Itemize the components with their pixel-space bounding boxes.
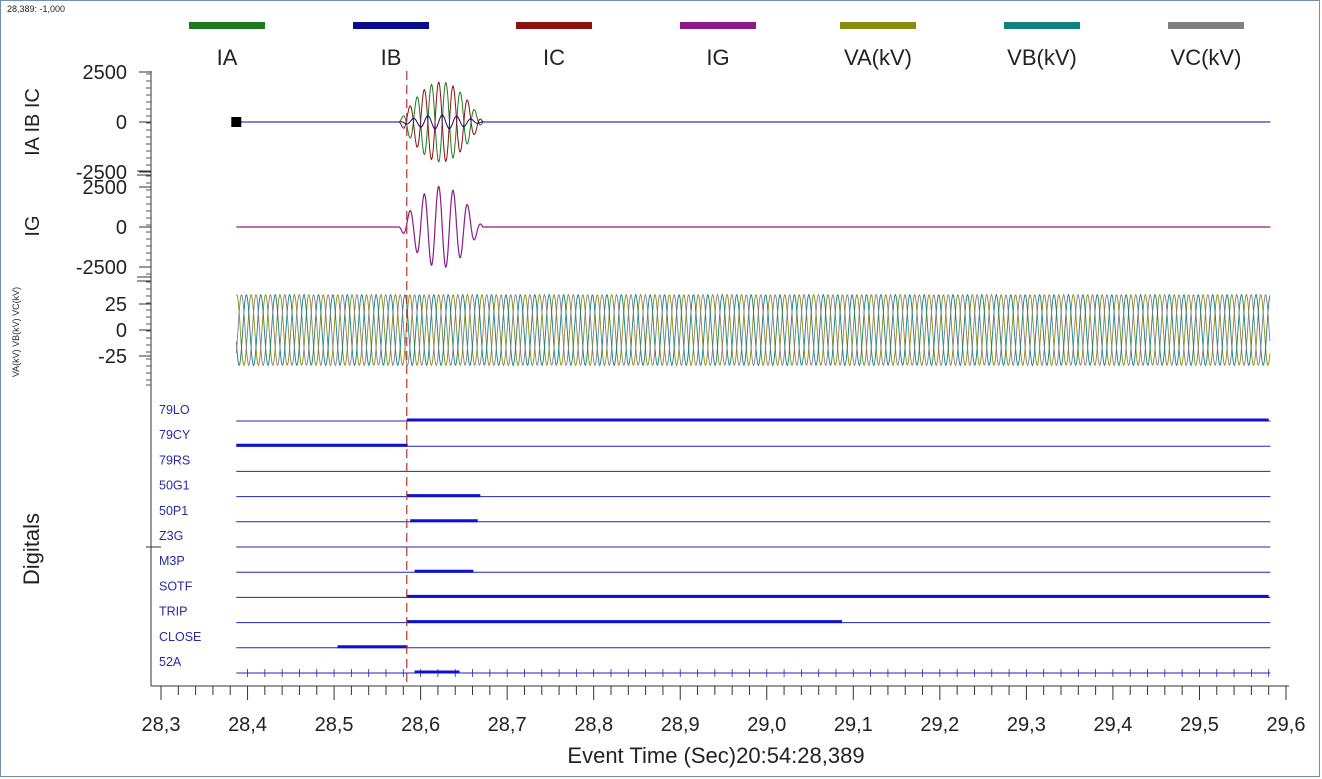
digital-label-79RS: 79RS — [159, 453, 190, 467]
legend-swatch-5 — [1004, 22, 1080, 29]
digital-label-CLOSE: CLOSE — [159, 630, 201, 644]
x-tick-label: 29,0 — [747, 714, 786, 736]
digital-label-50G1: 50G1 — [159, 479, 190, 493]
digital-label-50P1: 50P1 — [159, 504, 188, 518]
digitals: 79LO 79CY 79RS 50G1 50P1 Z3G M3P SOTF TRIP CLOSE 5… — [159, 403, 1271, 677]
x-tick-label: 28,5 — [315, 714, 354, 736]
cursor-readout: 28,389: -1,000 — [7, 4, 66, 14]
x-tick-label: 29,1 — [834, 714, 873, 736]
x-tick-label: 28,3 — [142, 714, 181, 736]
traces — [231, 81, 1271, 367]
x-tick-label: 28,9 — [661, 714, 700, 736]
y-tick-label: 0 — [116, 217, 127, 239]
legend-swatch-3 — [680, 22, 756, 29]
trace-IB — [236, 114, 1271, 130]
digital-label-SOTF: SOTF — [159, 579, 193, 593]
x-tick-label: 28,4 — [228, 714, 267, 736]
panel-ylabel-1: IG — [22, 215, 44, 236]
y-tick-label: 2500 — [83, 62, 128, 84]
x-tick-label: 28,6 — [401, 714, 440, 736]
y-tick-label: -2500 — [76, 257, 127, 279]
y-tick-label: 0 — [116, 320, 127, 342]
x-tick-label: 28,8 — [574, 714, 613, 736]
trace-VBkV — [235, 293, 1271, 367]
legend: IA IB IC IG VA(kV) VB(kV) VC(kV) — [189, 22, 1244, 70]
digitals-ylabel: Digitals — [19, 513, 44, 585]
panel-ylabel-2: VA(kV) VB(kV) VC(kV) — [11, 287, 21, 377]
y-tick-label: 0 — [116, 112, 127, 134]
y-tick-label: -2500 — [76, 162, 127, 184]
digital-label-52A: 52A — [159, 655, 182, 669]
digital-label-79CY: 79CY — [159, 428, 191, 442]
x-axis: 28,3 28,4 28,5 28,6 28,7 28,8 28,9 29,0 29,1 29,2… — [142, 686, 1306, 768]
digital-label-Z3G: Z3G — [159, 529, 183, 543]
legend-label-4: VA(kV) — [844, 45, 912, 70]
legend-swatch-2 — [516, 22, 592, 29]
legend-swatch-1 — [353, 22, 429, 29]
y-tick-label: -25 — [98, 346, 127, 368]
y-tick-label: 2500 — [83, 177, 128, 199]
x-axis-label: Event Time (Sec)20:54:28,389 — [567, 743, 864, 768]
panel-labels: IA IB IC IG VA(kV) VB(kV) VC(kV) Digitals — [11, 88, 44, 585]
legend-label-0: IA — [217, 45, 238, 70]
panel-ylabel-0: IA IB IC — [22, 88, 44, 156]
y-tick-label: 25 — [105, 294, 127, 316]
legend-swatch-6 — [1168, 22, 1244, 29]
digital-label-79LO: 79LO — [159, 403, 190, 417]
legend-swatch-4 — [840, 22, 916, 29]
legend-label-5: VB(kV) — [1007, 45, 1077, 70]
digital-label-M3P: M3P — [159, 554, 185, 568]
legend-label-3: IG — [706, 45, 729, 70]
x-tick-label: 29,2 — [920, 714, 959, 736]
x-tick-label: 29,3 — [1007, 714, 1046, 736]
digital-label-TRIP: TRIP — [159, 605, 187, 619]
x-tick-label: 29,4 — [1093, 714, 1132, 736]
legend-label-2: IC — [543, 45, 565, 70]
trace-VAkV — [236, 293, 1271, 367]
legend-label-1: IB — [381, 45, 402, 70]
trace-start-marker — [231, 117, 242, 127]
legend-label-6: VC(kV) — [1171, 45, 1242, 70]
legend-swatch-0 — [189, 22, 265, 29]
x-tick-label: 29,6 — [1267, 714, 1306, 736]
trace-VCkV — [235, 293, 1271, 367]
x-tick-label: 29,5 — [1180, 714, 1219, 736]
trace-IG — [236, 185, 1271, 269]
x-tick-label: 28,7 — [488, 714, 527, 736]
